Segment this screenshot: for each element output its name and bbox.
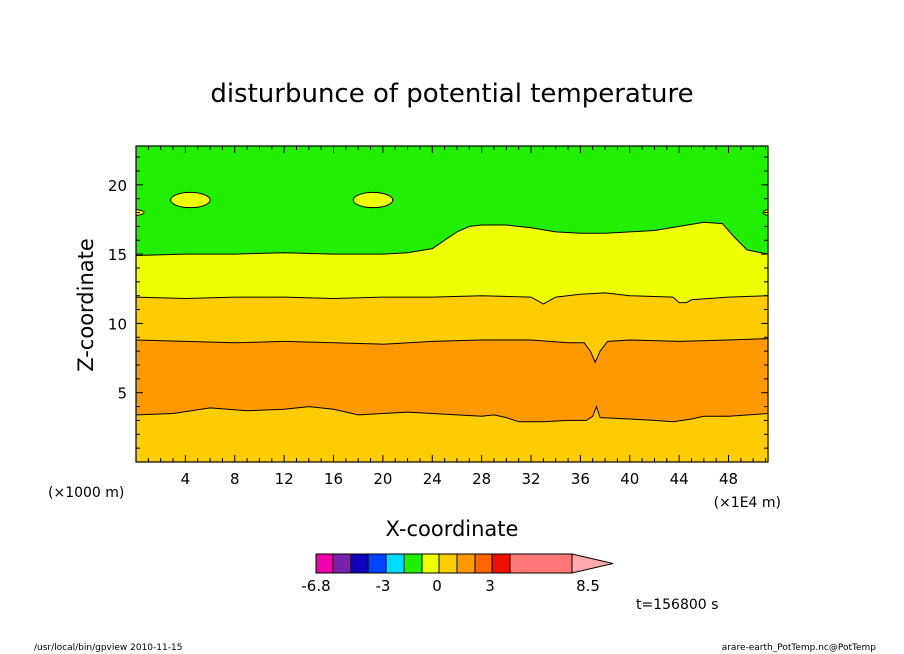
contour-line <box>136 292 768 305</box>
colorbar-label: 8.5 <box>576 577 600 595</box>
x-tick-label: 20 <box>373 470 392 488</box>
colorbar: -6.8 -3 0 3 8.5 <box>301 553 614 595</box>
x-unit-right: (×1E4 m) <box>714 495 781 511</box>
plot-frame <box>135 145 769 463</box>
contour-line <box>136 221 768 256</box>
x-axis-label: X-coordinate <box>386 517 519 541</box>
contour-island <box>352 191 394 209</box>
y-axis-label: Z-coordinate <box>74 238 98 372</box>
colorbar-cell <box>403 553 423 574</box>
plot-area <box>135 145 769 463</box>
colorbar-cell <box>509 553 573 574</box>
x-tick-label: 36 <box>571 470 590 488</box>
colorbar-label: -6.8 <box>301 577 330 595</box>
colorbar-cell <box>385 553 405 574</box>
colorbar-cell <box>315 553 334 574</box>
y-tick-label: 20 <box>108 177 127 195</box>
colorbar-label: 0 <box>432 577 442 595</box>
colorbar-arrow <box>571 553 614 574</box>
x-tick-label: 24 <box>423 470 442 488</box>
colorbar-cell <box>421 553 440 574</box>
x-axis: 4 8 12 16 20 24 28 32 36 40 44 48 <box>147 146 767 488</box>
colorbar-cell <box>456 553 476 574</box>
footer-right: arare-earth_PotTemp.nc@PotTemp <box>722 643 877 653</box>
y-tick-label: 15 <box>108 246 127 264</box>
x-tick-label: 8 <box>230 470 240 488</box>
colorbar-cell <box>367 553 387 574</box>
contour-island <box>170 191 211 209</box>
band-green <box>136 146 768 256</box>
contour-line <box>136 405 768 423</box>
x-unit-left: (×1000 m) <box>48 485 124 501</box>
y-tick-label: 10 <box>108 315 127 333</box>
x-tick-label: 40 <box>620 470 639 488</box>
colorbar-cell <box>438 553 458 574</box>
chart-title: disturbunce of potential temperature <box>210 79 693 109</box>
x-tick-label: 32 <box>521 470 540 488</box>
x-tick-label: 16 <box>324 470 343 488</box>
time-label: t=156800 s <box>636 597 718 613</box>
x-tick-label: 44 <box>670 470 689 488</box>
colorbar-label: 3 <box>485 577 495 595</box>
colorbar-cell <box>350 553 369 574</box>
x-tick-label: 12 <box>275 470 294 488</box>
y-tick-label: 5 <box>117 385 127 403</box>
x-tick-label: 28 <box>472 470 491 488</box>
footer-left: /usr/local/bin/gpview 2010-11-15 <box>34 643 182 653</box>
x-tick-label: 4 <box>181 470 191 488</box>
y-axis: 5 10 15 20 <box>108 156 768 449</box>
contour-line <box>136 338 768 364</box>
colorbar-cell <box>332 553 352 574</box>
colorbar-label: -3 <box>376 577 391 595</box>
colorbar-cell <box>474 553 493 574</box>
x-tick-label: 48 <box>719 470 738 488</box>
colorbar-cell <box>491 553 511 574</box>
